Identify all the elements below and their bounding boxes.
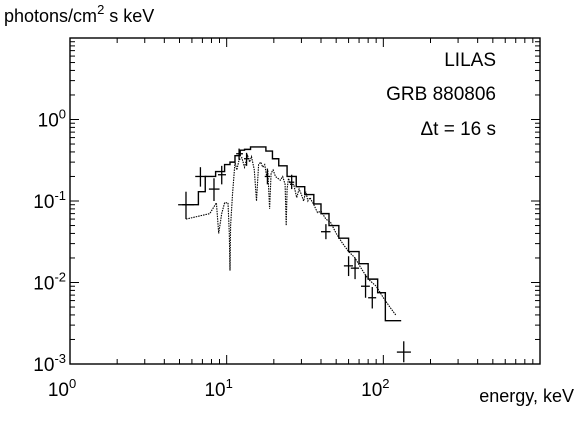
y-tick-label: 100 bbox=[38, 107, 66, 132]
annotation: LILAS bbox=[444, 50, 496, 71]
data-point-cross bbox=[217, 165, 226, 185]
data-layer bbox=[178, 146, 411, 363]
detailed-spectrum-line bbox=[185, 153, 397, 316]
y-tick-label: 10-3 bbox=[33, 351, 66, 376]
y-tick-label: 10-2 bbox=[33, 270, 66, 295]
x-axis-label: energy, keV bbox=[479, 386, 574, 406]
data-point-cross bbox=[243, 152, 250, 166]
data-point-cross bbox=[360, 274, 370, 298]
y-tick-label: 10-1 bbox=[33, 188, 66, 213]
data-point-cross bbox=[264, 168, 270, 185]
y-axis-label: photons/cm2 s keV bbox=[4, 2, 154, 26]
annotation: GRB 880806 bbox=[386, 84, 496, 105]
annotation: Δt = 16 s bbox=[420, 119, 496, 140]
data-point-cross bbox=[320, 224, 331, 240]
x-tick-label: 100 bbox=[48, 376, 76, 401]
data-point-cross bbox=[368, 287, 377, 309]
data-point-cross bbox=[350, 257, 360, 280]
data-point-cross bbox=[343, 256, 353, 277]
axes bbox=[69, 37, 541, 365]
labels: 100 101 102 10-3 10-2 10-1 100 photons/cm2 s ke… bbox=[4, 2, 574, 406]
data-point-cross bbox=[396, 341, 411, 363]
x-tick-label: 102 bbox=[361, 376, 389, 401]
data-point-cross bbox=[236, 148, 243, 160]
data-point-cross bbox=[195, 167, 207, 187]
data-point-cross bbox=[208, 178, 220, 201]
x-tick-label: 101 bbox=[204, 376, 232, 401]
data-point-cross bbox=[289, 174, 295, 190]
model-step-line bbox=[182, 146, 402, 322]
data-point-cross bbox=[178, 191, 195, 220]
